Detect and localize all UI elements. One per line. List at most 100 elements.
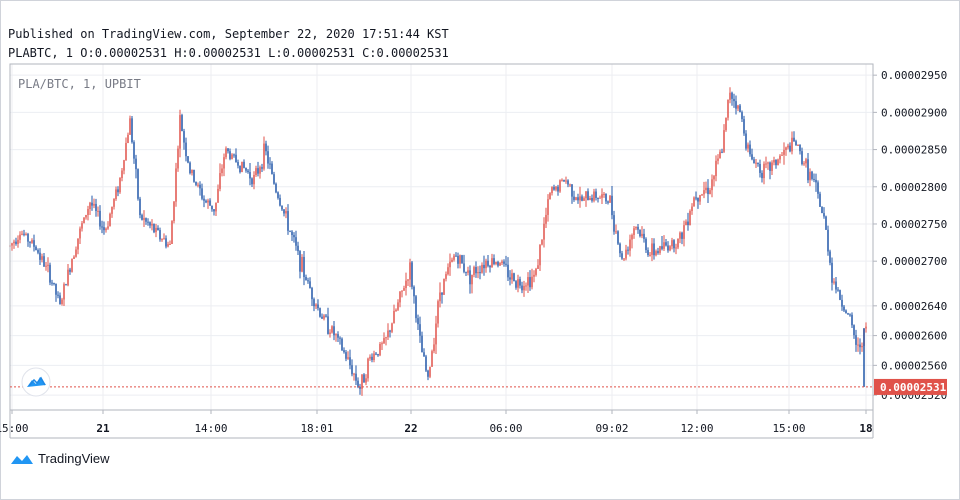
candle-body (155, 227, 157, 233)
candle-body (751, 154, 753, 160)
candle-body (591, 197, 593, 201)
candle-body (565, 180, 567, 182)
low-value: 0.00002531 (282, 46, 355, 60)
candle-body (773, 160, 775, 163)
candle-body (19, 234, 21, 240)
candle-body (401, 290, 403, 292)
candle-body (859, 344, 861, 348)
tradingview-badge-icon[interactable] (21, 367, 51, 397)
candle-body (675, 247, 677, 249)
candle-body (615, 231, 617, 233)
candle-body (299, 251, 301, 272)
candle-body (655, 251, 657, 256)
candle-body (369, 356, 371, 359)
candle-body (113, 199, 115, 207)
x-tick-label: 15:00 (0, 422, 29, 435)
candle-body (579, 196, 581, 201)
candle-body (315, 304, 317, 307)
candle-body (353, 373, 355, 375)
candle-body (653, 243, 655, 256)
candle-body (777, 159, 779, 166)
candle-body (839, 290, 841, 300)
candle-body (237, 162, 239, 166)
candle-body (87, 209, 89, 216)
candle-body (575, 197, 577, 200)
candle-body (79, 228, 81, 239)
candle-body (657, 251, 659, 253)
candle-body (835, 281, 837, 290)
candle-body (805, 159, 807, 164)
candle-body (609, 195, 611, 203)
candle-body (621, 253, 623, 259)
candle-body (141, 215, 143, 220)
candle-body (733, 98, 735, 102)
low-label: L: (268, 46, 283, 60)
candle-body (761, 172, 763, 179)
candle-body (763, 163, 765, 179)
candle-body (13, 241, 15, 244)
candle-body (671, 240, 673, 247)
candle-body (209, 200, 211, 206)
candle-body (69, 269, 71, 272)
candle-body (303, 256, 305, 278)
candle-body (231, 154, 233, 159)
candle-body (43, 256, 45, 267)
candle-body (607, 201, 609, 203)
candle-body (703, 190, 705, 195)
candle-body (275, 183, 277, 193)
candle-body (429, 366, 431, 377)
candle-body (717, 158, 719, 161)
candle-body (757, 162, 759, 165)
candle-body (531, 276, 533, 288)
ohlc-line: PLABTC, 1 O:0.00002531 H:0.00002531 L:0.… (8, 46, 449, 60)
candle-body (599, 197, 601, 199)
candle-body (161, 239, 163, 241)
candle-body (339, 337, 341, 339)
footer[interactable]: TradingView (10, 451, 110, 466)
candle-body (427, 370, 429, 377)
candle-body (105, 228, 107, 231)
candle-body (95, 203, 97, 211)
candle-body (469, 270, 471, 285)
candle-body (227, 148, 229, 152)
candle-body (123, 160, 125, 171)
candle-body (273, 174, 275, 184)
candle-body (821, 206, 823, 214)
x-tick-label: 18 (859, 422, 872, 435)
candle-body (225, 148, 227, 158)
candle-body (347, 357, 349, 359)
candle-body (571, 184, 573, 197)
candle-body (477, 272, 479, 274)
candle-body (693, 197, 695, 207)
candle-body (475, 267, 477, 274)
high-label: H: (174, 46, 189, 60)
candle-body (785, 147, 787, 150)
candle-body (307, 280, 309, 282)
x-tick-label: 15:00 (772, 422, 805, 435)
candle-body (677, 238, 679, 248)
candle-body (25, 233, 27, 235)
x-tick-label: 06:00 (489, 422, 522, 435)
candle-body (739, 105, 741, 113)
candle-body (107, 226, 109, 229)
candle-body (175, 168, 177, 202)
candle-body (173, 201, 175, 222)
candle-body (665, 242, 667, 246)
candle-body (593, 191, 595, 201)
candle-body (351, 365, 353, 375)
candle-body (643, 233, 645, 239)
candle-body (519, 279, 521, 286)
candle-body (341, 338, 343, 351)
candle-body (211, 205, 213, 210)
candle-body (93, 203, 95, 206)
candle-body (49, 264, 51, 283)
candle-body (505, 263, 507, 265)
candle-body (467, 270, 469, 273)
candle-body (695, 197, 697, 199)
candle-body (399, 291, 401, 303)
chart-watermark: PLA/BTC, 1, UPBIT (18, 77, 141, 91)
candle-body (459, 255, 461, 264)
candle-body (807, 159, 809, 181)
candle-body (857, 344, 859, 346)
